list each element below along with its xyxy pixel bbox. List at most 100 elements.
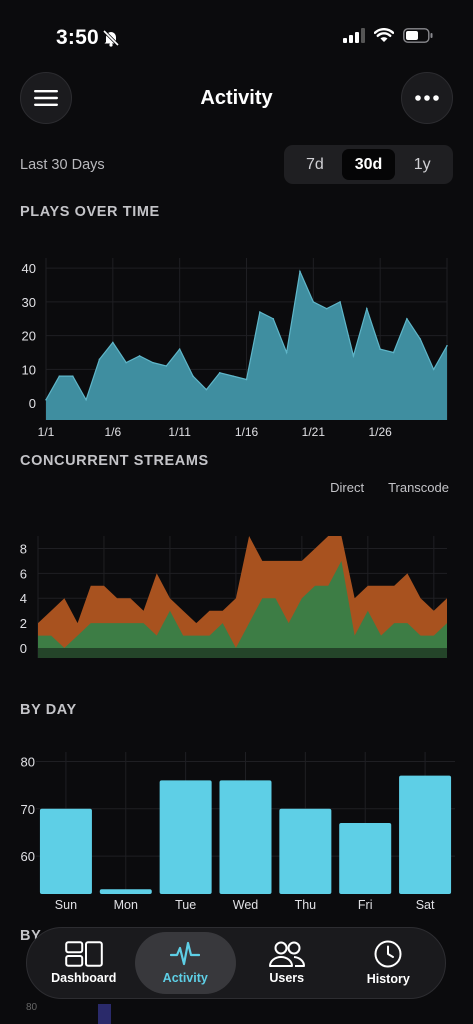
x-tick-label: 1/26 (368, 425, 392, 439)
x-tick-label: Mon (114, 898, 138, 912)
by-day-chart: 60 70 80 Sun Mon Tue Wed Thu Fri Sat (21, 752, 455, 912)
data-point (71, 375, 74, 377)
by-day-section-title: BY DAY (20, 702, 77, 718)
y-tick-label: 4 (20, 591, 27, 606)
more-options-button[interactable] (401, 72, 453, 124)
range-segmented-control: 7d 30d 1y (284, 145, 453, 184)
tab-history-label: History (366, 972, 410, 986)
x-tick-label: 1/11 (168, 425, 191, 439)
data-point (165, 365, 168, 367)
tab-users[interactable]: Users (236, 932, 338, 994)
data-point (138, 355, 141, 357)
bar-thu (279, 808, 332, 894)
battery-icon (403, 28, 433, 43)
x-tick-label: 1/21 (302, 425, 326, 439)
date-range-row: Last 30 Days 7d 30d 1y (20, 145, 453, 185)
range-option-30d[interactable]: 30d (341, 149, 396, 180)
plays-over-time-chart: 0 10 20 30 40 1/1 1/6 1/11 1/16 1/21 1/26 (22, 258, 448, 439)
tab-history[interactable]: History (338, 932, 440, 994)
ellipsis-icon (415, 95, 439, 101)
data-point (58, 375, 61, 377)
data-point (178, 348, 181, 350)
bar-wed (219, 780, 272, 894)
data-point (85, 398, 87, 401)
legend-direct[interactable]: Direct (330, 480, 365, 495)
y-tick-label: 2 (20, 616, 27, 631)
x-tick-label: Fri (358, 898, 373, 912)
data-point (432, 368, 435, 371)
status-bar: 3:50 (0, 0, 473, 70)
data-point (339, 301, 341, 303)
x-tick-label: Wed (233, 898, 259, 912)
data-point (392, 351, 395, 354)
x-tick-label: 1/16 (235, 425, 259, 439)
streams-legend: Direct Transcode (330, 480, 449, 495)
plays-section-title: PLAYS OVER TIME (20, 204, 160, 220)
y-tick-label: 40 (22, 261, 36, 276)
bar-fri (339, 823, 392, 894)
bar-tue (159, 780, 212, 894)
y-tick-label: 0 (20, 641, 27, 656)
notifications-muted-icon (102, 29, 120, 47)
range-option-1y[interactable]: 1y (413, 155, 431, 173)
y-tick-label: 80 (21, 754, 35, 769)
tab-activity[interactable]: Activity (134, 932, 236, 994)
range-option-7d[interactable]: 7d (305, 155, 324, 173)
users-icon (268, 941, 305, 967)
data-point (98, 358, 101, 361)
data-point (112, 341, 114, 344)
data-point (352, 355, 355, 357)
status-icons (343, 28, 433, 43)
data-point (152, 361, 154, 364)
dashboard-icon (64, 941, 103, 967)
data-point (299, 270, 301, 273)
tab-dashboard-label: Dashboard (51, 971, 117, 985)
data-point (285, 351, 288, 354)
peek-bar (98, 1004, 111, 1024)
y-tick-label: 60 (21, 849, 35, 864)
x-tick-label: 1/1 (38, 425, 55, 439)
baseline-fade (38, 648, 447, 658)
data-point (379, 348, 381, 350)
tab-bar: Dashboard Activity Users History (26, 927, 446, 999)
y-tick-label: 70 (21, 802, 35, 817)
activity-icon (170, 941, 201, 966)
tab-users-label: Users (269, 971, 305, 985)
data-point (45, 398, 47, 401)
cellular-signal-icon (343, 28, 365, 43)
status-time: 3:50 (56, 26, 99, 49)
plays-area (46, 271, 447, 420)
data-point (218, 371, 221, 374)
menu-button[interactable] (20, 72, 72, 124)
tab-dashboard[interactable]: Dashboard (33, 932, 135, 994)
y-tick-label: 10 (22, 362, 36, 377)
x-tick-label: Thu (295, 898, 317, 912)
y-tick-label: 20 (22, 329, 36, 344)
wifi-icon (374, 28, 394, 42)
bar-sat (399, 775, 452, 894)
x-tick-label: Sat (416, 898, 435, 912)
y-tick-label: 30 (22, 295, 36, 310)
tab-activity-label: Activity (162, 971, 208, 985)
page-title: Activity (200, 87, 273, 109)
x-tick-label: Tue (175, 898, 196, 912)
hamburger-icon (34, 90, 58, 106)
direct-area (38, 560, 447, 658)
clock-icon (374, 940, 402, 968)
x-tick-label: Sun (55, 898, 77, 912)
date-range-label: Last 30 Days (20, 157, 105, 173)
data-point (272, 317, 275, 320)
bar-sun (39, 808, 92, 894)
concurrent-streams-chart: 0 2 4 6 8 (20, 536, 447, 658)
x-tick-label: 1/6 (104, 425, 121, 439)
streams-section-title: CONCURRENT STREAMS (20, 453, 209, 469)
y-tick-label: 6 (20, 566, 27, 581)
data-point (419, 338, 422, 340)
header: Activity (0, 72, 473, 126)
peek-y-tick: 80 (26, 1002, 38, 1013)
y-tick-label: 0 (29, 396, 36, 411)
data-point (312, 301, 315, 303)
bar-mon (99, 889, 152, 894)
legend-transcode[interactable]: Transcode (388, 480, 449, 495)
data-point (446, 344, 448, 347)
